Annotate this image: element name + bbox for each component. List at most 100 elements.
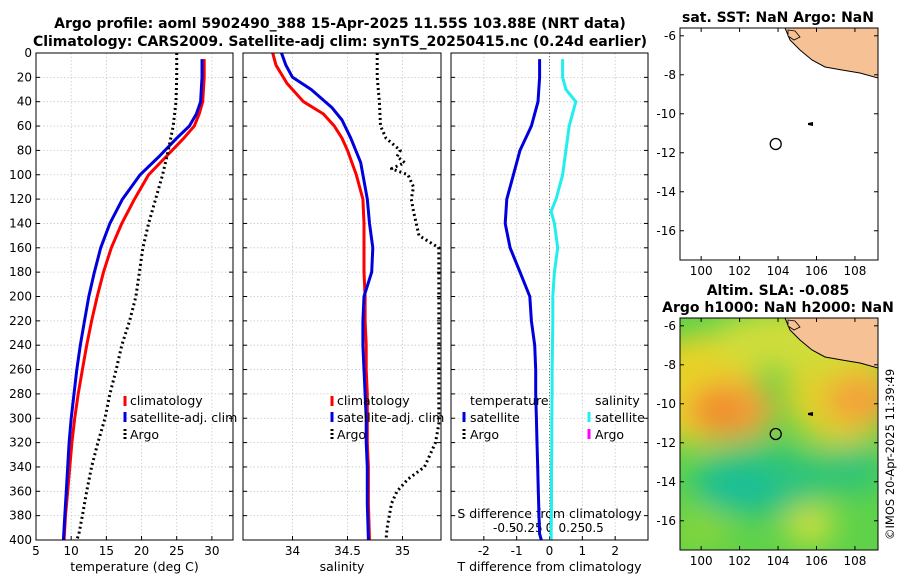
altimetry-field bbox=[680, 318, 878, 550]
legend-argo: Argo bbox=[130, 427, 159, 442]
legend-climatology: climatology bbox=[130, 393, 203, 408]
legend-temp-argo: Argo bbox=[470, 427, 499, 442]
x-tick-label: 1 bbox=[579, 544, 587, 558]
depth-tick-label: 240 bbox=[9, 338, 32, 352]
legend-salinity-title: salinity bbox=[595, 393, 640, 408]
altimetry-map-xticks: 100 102 104 106 108 bbox=[690, 318, 866, 568]
imos-credit: ©IMOS 20-Apr-2025 11:39:49 bbox=[883, 369, 897, 540]
title-line-2: Climatology: CARS2009. Satellite-adj cli… bbox=[33, 34, 647, 50]
legend-temp-satellite: satellite bbox=[470, 410, 520, 425]
series-temperature-satellite bbox=[503, 59, 543, 540]
depth-tick-label: 260 bbox=[9, 363, 32, 377]
depth-tick-label: 0 bbox=[24, 46, 32, 60]
panel-frame bbox=[450, 52, 649, 541]
x-tick-label: 34 bbox=[285, 544, 300, 558]
x-tick-label: 15 bbox=[99, 544, 114, 558]
depth-tick-label: 40 bbox=[17, 95, 32, 109]
series-salinity-satellite bbox=[549, 59, 578, 540]
depth-tick-label: 340 bbox=[9, 460, 32, 474]
depth-tick-label: 320 bbox=[9, 436, 32, 450]
map-xtick-label: 100 bbox=[690, 554, 713, 568]
map-xtick-label: 100 bbox=[690, 264, 713, 278]
sst-map-landmass bbox=[784, 28, 878, 79]
altimetry-map-frame bbox=[679, 317, 879, 551]
legend-sal-satellite: satellite-adj. clim bbox=[337, 410, 444, 425]
x-tick-label: 10 bbox=[64, 544, 79, 558]
depth-tick-label: 200 bbox=[9, 290, 32, 304]
depth-tick-label: 80 bbox=[17, 143, 32, 157]
depth-tick-label: 120 bbox=[9, 192, 32, 206]
altimetry-map-landmass bbox=[784, 318, 878, 369]
series-argo bbox=[75, 53, 179, 540]
legend-temperature-title: temperature bbox=[470, 393, 549, 408]
map-xtick-label: 104 bbox=[767, 554, 790, 568]
series-satellite-adj-clim bbox=[61, 59, 204, 540]
x-tick-label: 2 bbox=[611, 544, 619, 558]
secondary-tick-label: -0.25 bbox=[512, 521, 543, 535]
sst-map-small-island bbox=[808, 122, 813, 126]
depth-tick-label: 20 bbox=[17, 70, 32, 84]
altimetry-map-island bbox=[787, 319, 801, 331]
depth-tick-label: 180 bbox=[9, 265, 32, 279]
map-xtick-label: 106 bbox=[805, 554, 828, 568]
series-climatology bbox=[62, 59, 206, 540]
map-ytick-label: -14 bbox=[656, 475, 676, 489]
title-line-1: Argo profile: aoml 5902490_388 15-Apr-20… bbox=[54, 16, 626, 32]
secondary-axis-label: S difference from climatology bbox=[457, 506, 642, 521]
depth-tick-label: 300 bbox=[9, 411, 32, 425]
map-xtick-label: 108 bbox=[843, 554, 866, 568]
map-ytick-label: -12 bbox=[656, 436, 676, 450]
sst-map-yticks: -6 -8 -10 -12 -14 -16 bbox=[656, 29, 878, 238]
depth-tick-label: 160 bbox=[9, 241, 32, 255]
map-ytick-label: -10 bbox=[656, 397, 676, 411]
map-ytick-label: -12 bbox=[656, 146, 676, 160]
x-tick-label: -1 bbox=[511, 544, 523, 558]
altimetry-map-yticks: -6 -8 -10 -12 -14 -16 bbox=[656, 319, 878, 528]
legend-sal-argo-diff: Argo bbox=[595, 427, 624, 442]
depth-tick-label: 60 bbox=[17, 119, 32, 133]
x-tick-label: 20 bbox=[134, 544, 149, 558]
depth-tick-label: 360 bbox=[9, 484, 32, 498]
x-tick-label: 34.5 bbox=[334, 544, 361, 558]
map-ytick-label: -14 bbox=[656, 185, 676, 199]
secondary-tick-label: 0.5 bbox=[585, 521, 604, 535]
altimetry-map: Altim. SLA: -0.085 Argo h1000: NaN h2000… bbox=[656, 283, 894, 568]
x-axis-label: T difference from climatology bbox=[456, 559, 642, 574]
x-tick-label: 35 bbox=[395, 544, 410, 558]
depth-tick-label: 140 bbox=[9, 216, 32, 230]
map-xtick-label: 102 bbox=[728, 264, 751, 278]
x-tick-label: 25 bbox=[169, 544, 184, 558]
sst-map-title: sat. SST: NaN Argo: NaN bbox=[682, 10, 874, 26]
sst-map-island bbox=[787, 29, 801, 41]
sst-map-frame bbox=[679, 27, 879, 261]
altimetry-map-title-1: Altim. SLA: -0.085 bbox=[707, 283, 850, 299]
altimetry-map-title-2: Argo h1000: NaN h2000: NaN bbox=[662, 300, 894, 316]
depth-tick-label: 400 bbox=[9, 533, 32, 547]
altimetry-map-small-island bbox=[808, 412, 813, 416]
depth-tick-label: 380 bbox=[9, 509, 32, 523]
x-axis-label: temperature (deg C) bbox=[70, 559, 199, 574]
x-tick-label: 0 bbox=[546, 544, 554, 558]
map-ytick-label: -6 bbox=[664, 319, 676, 333]
x-axis-label: salinity bbox=[320, 559, 365, 574]
panel-frame bbox=[35, 52, 234, 541]
temperature-panel: 0 20 40 60 80 100 120 140 160 180 200 220 240 260 280 3… bbox=[9, 46, 234, 574]
depth-tick-label: 280 bbox=[9, 387, 32, 401]
map-xtick-label: 108 bbox=[843, 264, 866, 278]
salinity-panel: 34 34.5 35 salinity bbox=[242, 52, 442, 574]
difference-panel: -2 -1 0 1 2-0.5-0.25 0 0.25 0.5S difference fro… bbox=[450, 52, 649, 574]
map-xtick-label: 106 bbox=[805, 264, 828, 278]
x-tick-label: 5 bbox=[32, 544, 40, 558]
map-ytick-label: -6 bbox=[664, 29, 676, 43]
sst-map-xticks: 100 102 104 106 108 bbox=[690, 28, 866, 278]
difference-legend: temperature satellite Argo salinity sate… bbox=[462, 393, 645, 442]
x-tick-label: 30 bbox=[204, 544, 219, 558]
temperature-legend: climatology satellite-adj. clim Argo bbox=[123, 393, 237, 442]
salinity-legend: climatology satellite-adj. clim Argo bbox=[330, 393, 444, 442]
depth-tick-label: 100 bbox=[9, 168, 32, 182]
map-ytick-label: -16 bbox=[656, 224, 676, 238]
altimetry-map-profile-marker bbox=[769, 427, 782, 441]
map-xtick-label: 104 bbox=[767, 264, 790, 278]
series-satellite-adj-clim bbox=[280, 53, 375, 540]
